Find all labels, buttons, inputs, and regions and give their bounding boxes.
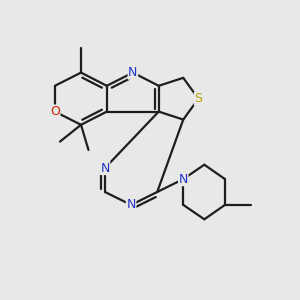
Text: N: N <box>100 161 110 175</box>
Text: N: N <box>128 66 138 79</box>
Text: S: S <box>194 92 202 105</box>
Text: N: N <box>126 198 136 212</box>
Text: O: O <box>50 105 60 118</box>
Text: N: N <box>178 172 188 186</box>
